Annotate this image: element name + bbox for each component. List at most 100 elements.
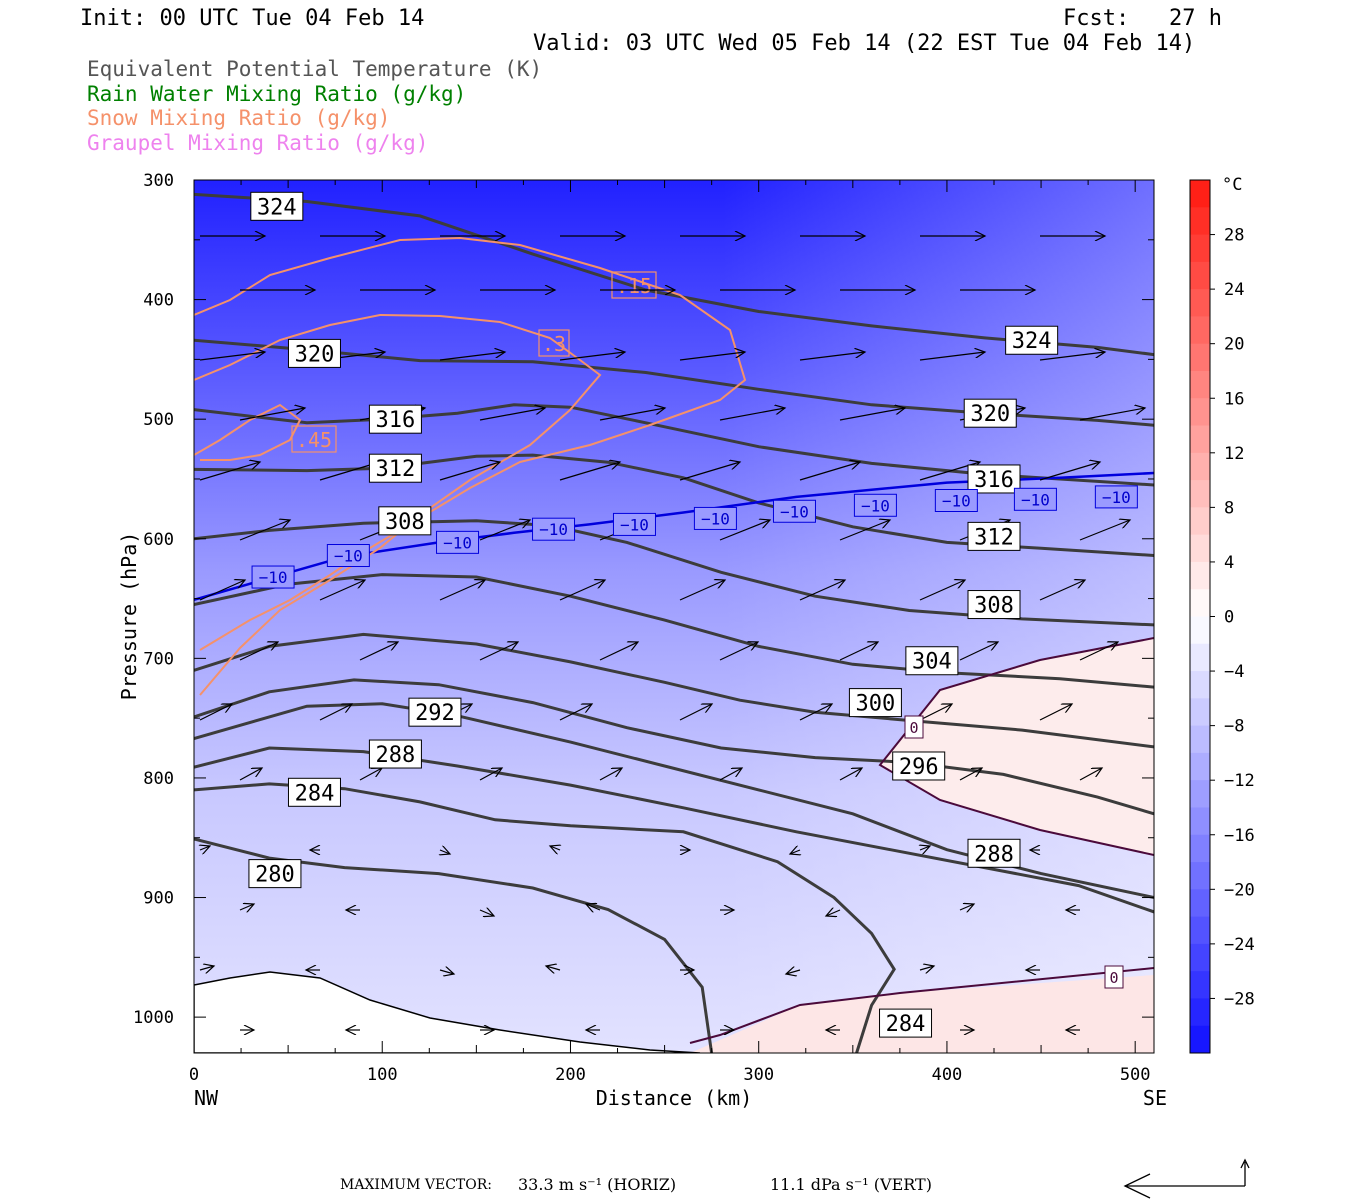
isotherm-label: −10	[853, 493, 897, 517]
colorbar-swatch	[1190, 943, 1210, 972]
wind-vector	[479, 768, 502, 781]
wind-vector	[239, 904, 254, 910]
snow-contour-label-text: .15	[616, 274, 652, 298]
y-tick-label: 900	[143, 889, 174, 909]
colorbar-swatch	[1190, 971, 1210, 999]
wind-vector	[919, 704, 952, 721]
wind-vector	[719, 520, 770, 541]
wind-vector	[839, 642, 878, 661]
theta-e-label: 296	[892, 751, 946, 781]
colorbar-swatch	[1190, 807, 1210, 836]
zero-isotherm-upper	[878, 637, 1154, 856]
wind-vector	[199, 352, 265, 361]
wind-vector	[559, 704, 592, 721]
colorbar-tick-label: −12	[1224, 771, 1255, 791]
wind-vector	[559, 352, 625, 361]
wind-vector	[239, 768, 262, 781]
theta-e-label-text: 308	[385, 510, 425, 535]
wind-vector	[1079, 408, 1145, 421]
wind-vector	[799, 580, 845, 601]
isotherm-label: −10	[934, 488, 978, 512]
snow-contour-015	[194, 236, 747, 651]
wind-vector	[439, 352, 505, 361]
colorbar-swatch	[1190, 207, 1210, 236]
wind-vectors	[200, 236, 1145, 1030]
snow-contour-label-text: .45	[296, 428, 332, 452]
colorbar-swatch	[1190, 643, 1210, 672]
x-tick-label: 0	[189, 1065, 199, 1085]
theta-e-label: 280	[248, 859, 302, 889]
wind-vector	[679, 704, 712, 721]
colorbar-tick-label: 4	[1224, 553, 1234, 573]
theta-e-label-text: 320	[970, 402, 1010, 427]
legend-entry: Snow Mixing Ratio (g/kg)	[87, 106, 391, 130]
theta-e-label: 284	[287, 777, 341, 807]
theta-e-label: 312	[368, 453, 422, 483]
y-tick-label: 500	[143, 410, 174, 430]
colorbar-swatch	[1190, 1025, 1210, 1054]
isotherm-label: −10	[436, 530, 480, 554]
colorbar-swatch	[1190, 180, 1210, 208]
colorbar-swatch	[1190, 834, 1210, 863]
colorbar-swatch	[1190, 616, 1210, 645]
wind-vector	[920, 846, 930, 850]
theta-e-label: 288	[368, 739, 422, 769]
zero-isotherm-labels: 0 0	[904, 715, 1124, 989]
wind-vector	[799, 352, 865, 361]
wind-vector	[599, 642, 638, 661]
wind-vector	[440, 850, 450, 854]
wind-vector	[959, 768, 982, 781]
colorbar-tick-label: 8	[1224, 498, 1234, 518]
wind-vector	[719, 408, 785, 421]
wind-vector	[319, 580, 365, 601]
snow-contour-label: .45	[291, 425, 337, 453]
isotherm-label: −10	[1013, 487, 1057, 511]
colorbar-tick-label: −4	[1224, 662, 1244, 682]
wind-vector	[479, 642, 518, 661]
colorbar-swatch	[1190, 343, 1210, 372]
wind-vector	[959, 642, 998, 661]
theta-e-label-text: 308	[974, 594, 1014, 619]
y-tick-label: 600	[143, 530, 174, 550]
x-tick-label: 200	[555, 1065, 586, 1085]
wind-vector	[1079, 642, 1118, 661]
colorbar-tick-label: 20	[1224, 335, 1244, 355]
snow-contour-label: .3	[538, 329, 570, 357]
wind-vector	[599, 408, 665, 421]
isotherm-label: −10	[612, 512, 656, 536]
colorbar-swatch	[1190, 480, 1210, 508]
theta-e-contour-300	[194, 632, 1154, 749]
theta-e-label: 312	[967, 521, 1021, 551]
wind-vector	[559, 580, 605, 601]
colorbar-swatch	[1190, 725, 1210, 754]
wind-vector	[919, 966, 934, 970]
snow-contour-03	[194, 313, 602, 696]
y-axis-title: Pressure (hPa)	[117, 532, 141, 701]
wind-vector	[546, 966, 561, 970]
wind-vector	[919, 580, 965, 601]
colorbar-swatch	[1190, 916, 1210, 945]
forecast-hour: Fcst: 27 h	[1063, 6, 1222, 31]
colorbar-tick-label: −16	[1224, 826, 1255, 846]
isotherm-label-text: −10	[443, 533, 472, 552]
theta-e-label: 320	[287, 338, 341, 368]
wind-vector	[959, 904, 974, 910]
wind-vector	[439, 462, 500, 481]
max-vector-horiz: 33.3 m s⁻¹ (HORIZ)	[518, 1175, 677, 1194]
theta-e-label-text: 324	[1012, 329, 1052, 354]
theta-e-label-text: 312	[376, 457, 416, 482]
max-vector-label: MAXIMUM VECTOR:	[340, 1177, 492, 1193]
theta-e-label-text: 284	[295, 781, 335, 806]
isotherm-label: −10	[532, 517, 576, 541]
wind-vector	[1079, 520, 1130, 541]
theta-e-label-text: 312	[974, 525, 1014, 550]
isotherm-label: −10	[772, 499, 816, 523]
theta-e-label: 324	[1005, 325, 1059, 355]
theta-e-label-text: 292	[415, 701, 455, 726]
colorbar-swatch	[1190, 289, 1210, 317]
theta-e-label: 292	[408, 697, 462, 727]
colorbar-swatch	[1190, 698, 1210, 727]
wind-vector	[1039, 704, 1072, 721]
snow-contour-045	[194, 403, 302, 461]
